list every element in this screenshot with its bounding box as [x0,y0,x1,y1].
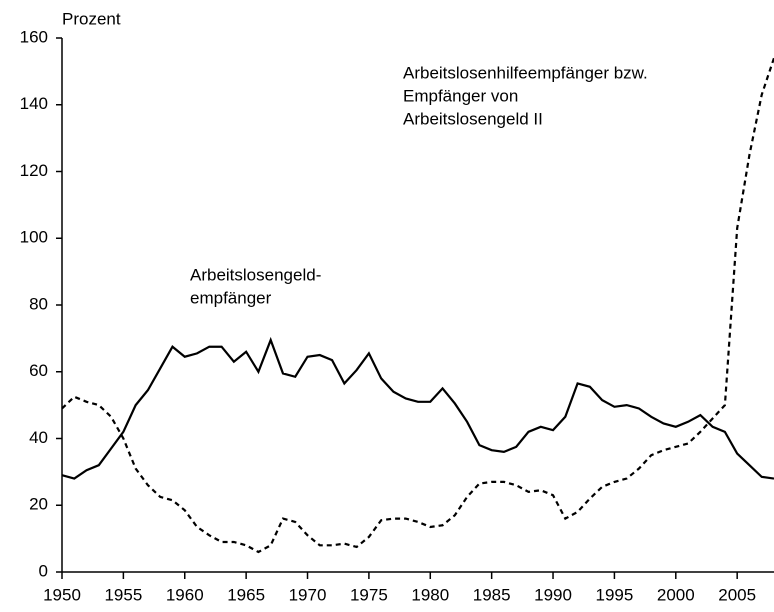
y-tick-label: 120 [20,161,48,180]
annotation: Empfänger von [403,86,518,105]
y-tick-label: 0 [39,561,48,580]
y-tick-label: 160 [20,27,48,46]
y-tick-label: 80 [29,294,48,313]
x-tick-label: 2005 [718,585,756,604]
annotation: empfänger [190,288,272,307]
annotation: Arbeitslosengeld- [190,265,321,284]
x-tick-label: 2000 [657,585,695,604]
line [61,336,774,480]
y-axis-label: Prozent [62,9,121,28]
annotation: Arbeitslosenhilfeempfänger bzw. [403,63,648,82]
y-tick-label: 60 [29,361,48,380]
x-tick-label: 1985 [473,585,511,604]
y-tick-label: 40 [29,428,48,447]
annotation: Arbeitslosengeld II [403,109,543,128]
y-tick-label: 100 [20,228,48,247]
x-tick-label: 1995 [595,585,633,604]
x-tick-label: 1975 [350,585,388,604]
x-tick-label: 1965 [227,585,265,604]
y-tick-label: 140 [20,94,48,113]
y-tick-label: 20 [29,495,48,514]
x-tick-label: 1980 [411,585,449,604]
x-tick-label: 1950 [43,585,81,604]
x-tick-label: 1970 [289,585,327,604]
line [61,57,774,554]
x-tick-label: 1990 [534,585,572,604]
x-tick-label: 1955 [104,585,142,604]
x-tick-label: 1960 [166,585,204,604]
